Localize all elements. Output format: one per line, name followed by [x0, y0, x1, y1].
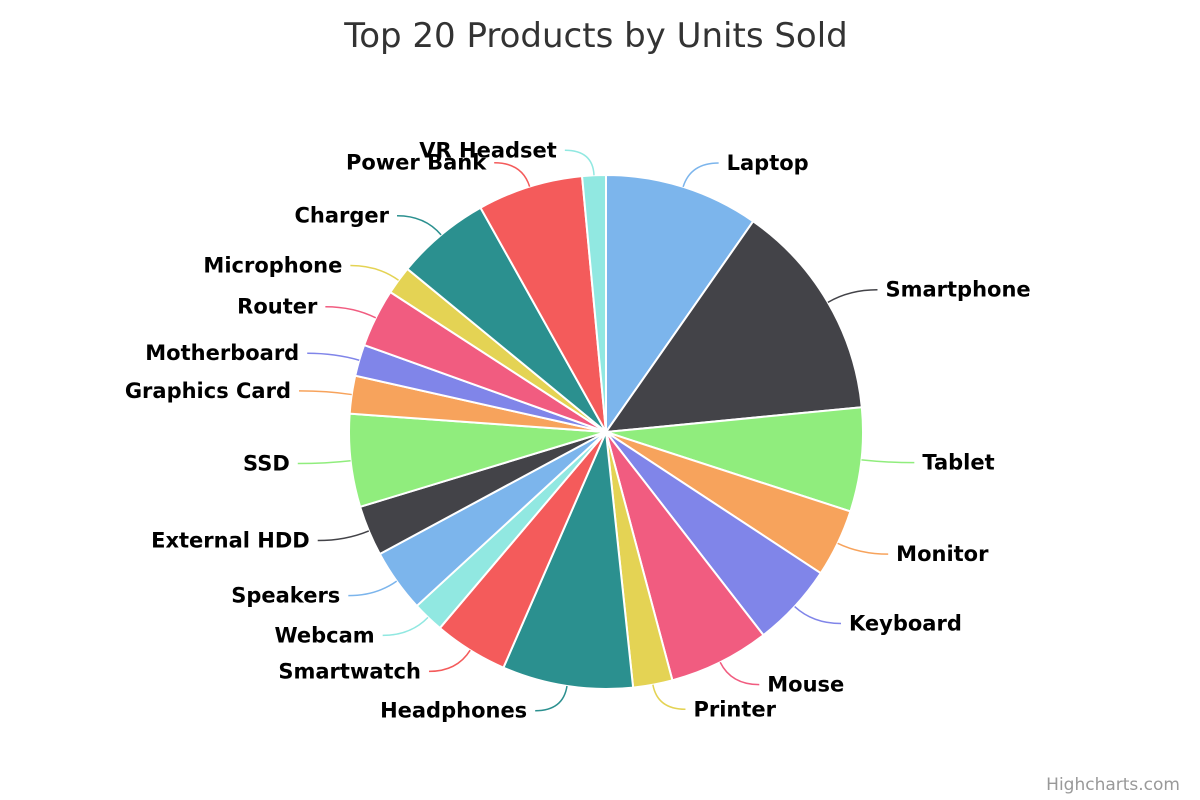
data-label-external-hdd: External HDD: [151, 529, 310, 553]
data-label-microphone: Microphone: [203, 254, 342, 278]
connector-speakers: [348, 581, 396, 596]
connector-power-bank: [494, 163, 529, 187]
connector-keyboard: [795, 607, 841, 624]
connector-microphone: [350, 266, 398, 281]
data-label-mouse: Mouse: [767, 673, 844, 697]
data-label-graphics-card: Graphics Card: [125, 379, 291, 403]
data-label-motherboard: Motherboard: [145, 341, 299, 365]
connector-charger: [397, 216, 441, 235]
credits-text[interactable]: Highcharts.com: [1046, 775, 1180, 795]
connector-router: [325, 307, 375, 318]
connector-mouse: [720, 662, 759, 684]
connector-laptop: [683, 163, 719, 187]
connector-headphones: [535, 686, 567, 711]
pie-slices: [349, 175, 863, 689]
connector-graphics-card: [299, 391, 352, 395]
connector-webcam: [383, 617, 428, 635]
data-label-monitor: Monitor: [896, 542, 989, 566]
connector-printer: [653, 685, 686, 710]
connector-tablet: [861, 460, 914, 463]
connector-motherboard: [307, 353, 359, 360]
connector-external-hdd: [318, 531, 369, 541]
connector-ssd: [298, 461, 351, 464]
connector-smartwatch: [429, 650, 470, 671]
data-label-headphones: Headphones: [380, 699, 527, 723]
data-label-ssd: SSD: [243, 452, 290, 476]
connector-monitor: [838, 543, 889, 554]
chart-title: Top 20 Products by Units Sold: [343, 16, 848, 56]
data-label-router: Router: [237, 295, 318, 319]
connector-smartphone: [828, 290, 878, 303]
data-label-speakers: Speakers: [231, 584, 340, 608]
data-label-printer: Printer: [693, 697, 776, 721]
connector-vr-headset: [565, 150, 594, 175]
data-label-smartwatch: Smartwatch: [278, 659, 421, 683]
data-label-keyboard: Keyboard: [849, 612, 962, 636]
data-label-webcam: Webcam: [274, 623, 374, 647]
data-label-charger: Charger: [294, 204, 389, 228]
data-label-smartphone: Smartphone: [885, 278, 1030, 302]
data-label-laptop: Laptop: [727, 151, 809, 175]
data-label-vr-headset: VR Headset: [419, 138, 557, 162]
data-label-tablet: Tablet: [922, 451, 994, 475]
